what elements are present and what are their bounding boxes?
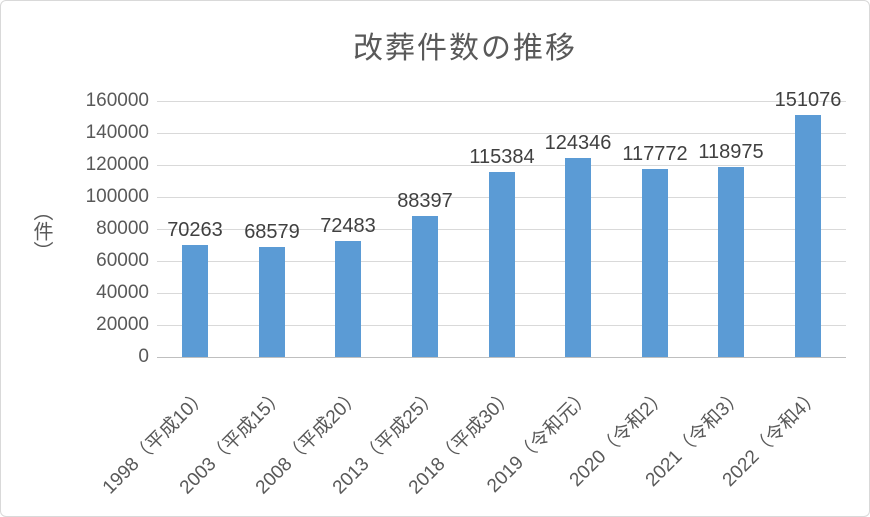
bar-value-label: 117772: [622, 143, 688, 165]
y-axis-tick-label: 60000: [96, 250, 149, 271]
gridline: [157, 133, 846, 134]
y-axis-tick-label: 0: [138, 346, 149, 367]
bar: [642, 169, 668, 357]
gridline: [157, 101, 846, 102]
bar: [795, 115, 821, 357]
bar-value-label: 115384: [469, 146, 535, 168]
bar-value-label: 151076: [774, 89, 842, 111]
gridline: [157, 165, 846, 166]
y-axis-tick-label: 20000: [96, 314, 149, 335]
y-axis-tick-label: 160000: [85, 90, 149, 111]
y-axis-tick-label: 80000: [96, 218, 149, 239]
y-axis-unit-label: （件）: [30, 201, 52, 261]
bar: [259, 247, 285, 357]
bar: [718, 167, 744, 357]
bar-value-label: 88397: [397, 190, 453, 212]
y-axis-tick-label: 100000: [85, 186, 149, 207]
bar-value-label: 68579: [244, 221, 300, 243]
x-axis-line: [157, 357, 846, 358]
bar-value-label: 118975: [698, 141, 764, 163]
bar: [335, 241, 361, 357]
bar-value-label: 124346: [544, 132, 612, 154]
bar: [565, 158, 591, 357]
y-axis-tick-label: 40000: [96, 282, 149, 303]
y-axis-tick-label: 120000: [85, 154, 149, 175]
bar-value-label: 72483: [320, 215, 376, 237]
bar: [412, 216, 438, 357]
bar: [182, 245, 208, 357]
bar: [489, 172, 515, 357]
bar-value-label: 70263: [167, 219, 223, 241]
y-axis-tick-label: 140000: [85, 122, 149, 143]
chart-title: 改葬件数の推移: [353, 32, 577, 65]
